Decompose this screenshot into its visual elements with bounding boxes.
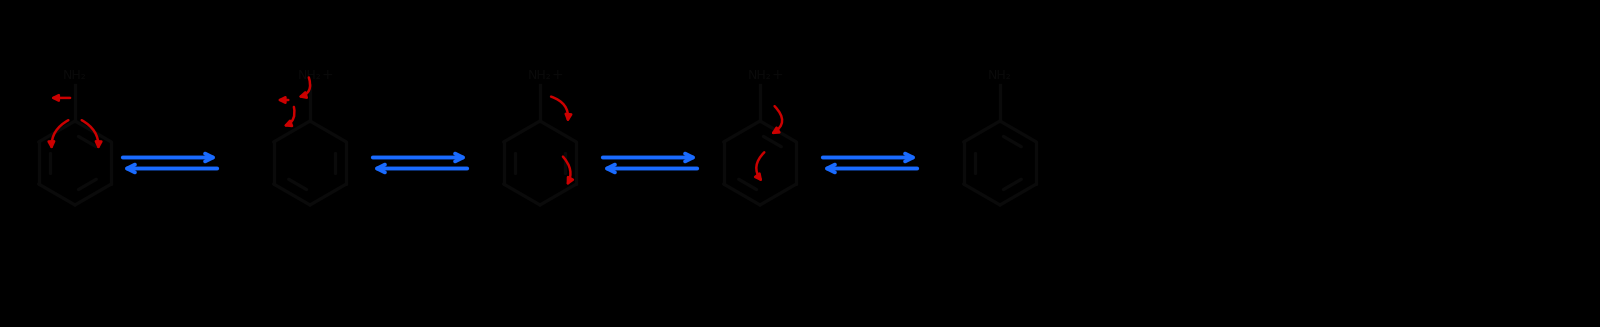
FancyArrowPatch shape bbox=[773, 106, 782, 133]
FancyArrowPatch shape bbox=[48, 120, 69, 147]
Text: +: + bbox=[771, 68, 784, 82]
Text: NH₂: NH₂ bbox=[749, 69, 771, 82]
FancyArrowPatch shape bbox=[53, 95, 70, 101]
Text: NH₂: NH₂ bbox=[62, 69, 86, 82]
FancyArrowPatch shape bbox=[755, 152, 765, 180]
Text: +: + bbox=[552, 68, 563, 82]
Text: NH₂: NH₂ bbox=[528, 69, 552, 82]
Text: +: + bbox=[322, 68, 333, 82]
FancyArrowPatch shape bbox=[82, 120, 101, 147]
FancyArrowPatch shape bbox=[280, 97, 288, 103]
FancyArrowPatch shape bbox=[550, 96, 571, 120]
Text: NH₂: NH₂ bbox=[989, 69, 1011, 82]
FancyArrowPatch shape bbox=[563, 157, 573, 183]
FancyArrowPatch shape bbox=[301, 77, 310, 98]
FancyArrowPatch shape bbox=[286, 107, 294, 126]
Text: NH₂: NH₂ bbox=[298, 69, 322, 82]
